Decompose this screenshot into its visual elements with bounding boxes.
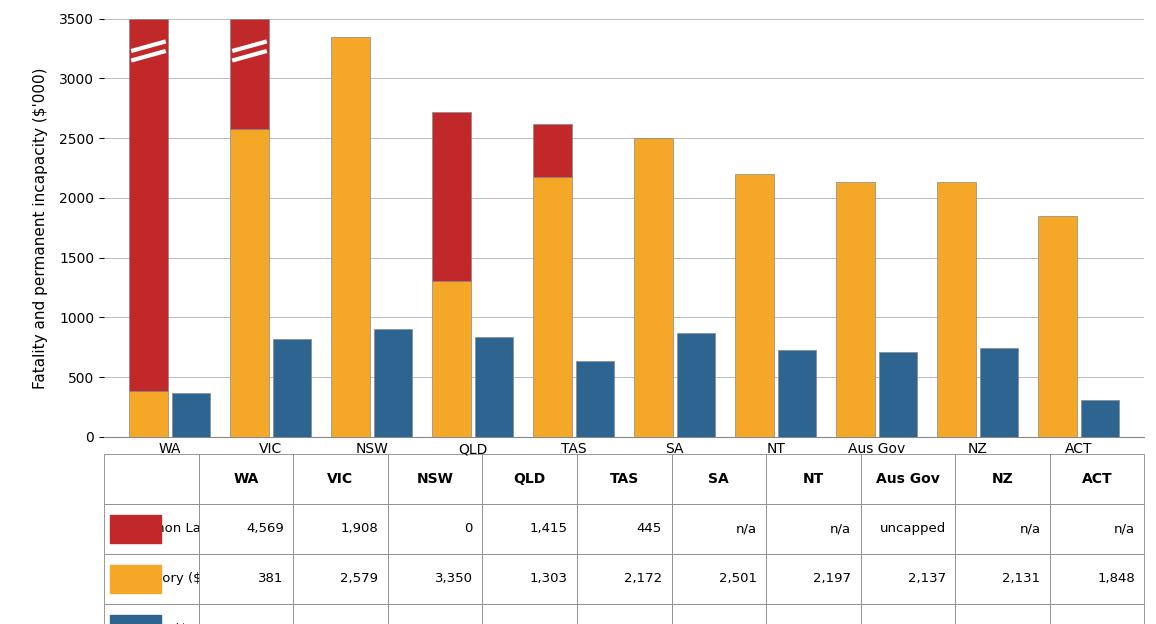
Bar <box>735 174 773 437</box>
Bar <box>980 348 1018 437</box>
Bar <box>432 281 470 437</box>
Bar <box>230 19 268 129</box>
Bar <box>879 352 917 437</box>
Bar <box>475 338 513 437</box>
Bar <box>432 112 470 281</box>
Bar <box>332 37 370 437</box>
Bar <box>778 350 816 437</box>
Bar <box>1038 216 1076 437</box>
Bar <box>938 182 976 437</box>
Bar <box>230 129 268 437</box>
Bar <box>533 177 572 437</box>
Bar <box>1081 400 1119 437</box>
Bar <box>273 339 311 437</box>
Bar <box>576 361 614 437</box>
Bar <box>676 333 716 437</box>
Bar <box>533 124 572 177</box>
Bar <box>635 138 673 437</box>
Bar <box>836 182 875 437</box>
Bar <box>129 391 168 437</box>
Y-axis label: Fatality and permanent incapacity ($'000): Fatality and permanent incapacity ($'000… <box>34 67 49 389</box>
Bar <box>129 19 168 391</box>
Bar <box>373 329 413 437</box>
Bar <box>172 393 210 437</box>
